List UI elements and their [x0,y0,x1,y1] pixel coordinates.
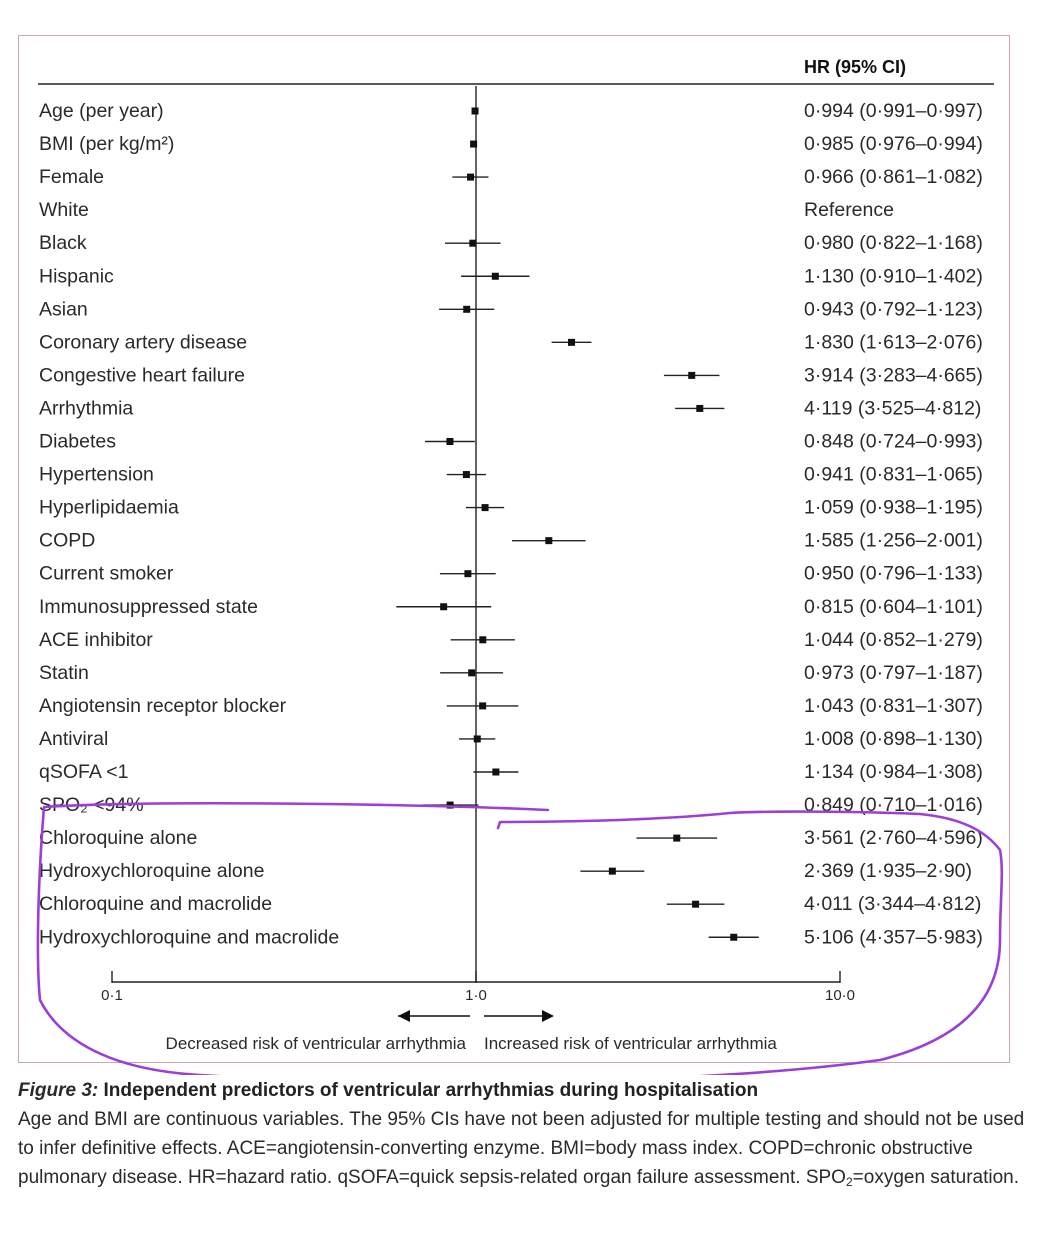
row-hr-ci: 1·585 (1·256–2·001) [804,530,983,552]
hr-point [446,801,454,809]
row-label: Hyperlipidaemia [39,497,179,519]
row-label: Current smoker [39,563,174,585]
row-hr-ci: 0·980 (0·822–1·168) [804,232,983,254]
x-tick-label: 0·1 [101,987,123,1004]
row-label: Arrhythmia [39,397,133,419]
row-hr-ci: 4·011 (3·344–4·812) [804,893,981,915]
row-hr-ci: 1·130 (0·910–1·402) [804,265,983,287]
hr-point [462,471,470,479]
right-arrow-label: Increased risk of ventricular arrhythmia [484,1034,777,1053]
row-label: COPD [39,530,95,552]
row-label: Female [39,166,104,188]
hr-point [545,537,553,545]
row-hr-ci: Reference [804,199,894,221]
row-label: Asian [39,298,88,320]
row-hr-ci: 1·043 (0·831–1·307) [804,695,983,717]
row-label: Antiviral [39,728,108,750]
row-label: White [39,199,89,221]
highlight-annotation [36,801,1004,1075]
row-hr-ci: 1·830 (1·613–2·076) [804,331,983,353]
row-hr-ci: 3·561 (2·760–4·596) [804,827,983,849]
figure-caption: Figure 3: Independent predictors of vent… [18,1076,1028,1197]
row-hr-ci: 0·943 (0·792–1·123) [804,298,983,320]
hr-point [673,834,681,842]
hr-point [463,305,471,313]
row-label: BMI (per kg/m²) [39,133,174,155]
x-tick-label: 10·0 [825,987,855,1004]
row-label: qSOFA <1 [39,761,128,783]
row-label: Chloroquine alone [39,827,197,849]
row-label: Congestive heart failure [39,364,245,386]
hr-point [568,338,576,346]
hr-point [469,239,477,247]
row-hr-ci: 0·849 (0·710–1·016) [804,794,983,816]
hr-point [468,669,476,677]
figure-frame [18,35,1010,1063]
row-hr-ci: 0·848 (0·724–0·993) [804,431,983,453]
row-label: Hispanic [39,265,114,287]
row-label: Hypertension [39,464,154,486]
left-arrow-icon [398,1010,410,1022]
hr-point [479,702,487,710]
hr-point [491,272,499,280]
row-label: Hydroxychloroquine alone [39,860,264,882]
caption-body: Age and BMI are continuous variables. Th… [18,1109,1025,1188]
row-label: Angiotensin receptor blocker [39,695,287,717]
row-label: Diabetes [39,431,116,453]
hr-point [479,636,487,644]
caption-label: Figure 3: [18,1080,99,1101]
row-label: Immunosuppressed state [39,596,258,618]
hr-point [481,504,489,512]
row-hr-ci: 1·059 (0·938–1·195) [804,497,983,519]
row-label: Statin [39,662,89,684]
left-arrow-label: Decreased risk of ventricular arrhythmia [166,1034,467,1053]
row-label: Age (per year) [39,100,164,122]
hr-point [730,933,738,941]
hr-point [440,603,448,611]
row-hr-ci: 3·914 (3·283–4·665) [804,364,983,386]
row-hr-ci: 0·815 (0·604–1·101) [804,596,983,618]
row-label: Hydroxychloroquine and macrolide [39,926,339,948]
hr-point [696,404,704,412]
row-hr-ci: 1·134 (0·984–1·308) [804,761,983,783]
row-hr-ci: 1·044 (0·852–1·279) [804,629,983,651]
hr-point [471,107,479,115]
row-label: Chloroquine and macrolide [39,893,272,915]
caption-title: Independent predictors of ventricular ar… [98,1080,759,1101]
hr-point [608,867,616,875]
caption-subscript: 2 [845,1175,853,1189]
forest-plot: HR (95% CI) Age (per year) 0·994 (0·991–0·… [36,57,1004,1075]
hr-point [492,768,500,776]
hr-point [446,438,454,445]
row-hr-ci: 0·941 (0·831–1·065) [804,464,983,486]
row-hr-ci: 0·985 (0·976–0·994) [804,133,983,155]
row-hr-ci: 0·973 (0·797–1·187) [804,662,983,684]
row-label: Coronary artery disease [39,331,247,353]
hr-point [688,371,696,379]
row-hr-ci: 4·119 (3·525–4·812) [804,397,981,419]
hr-point [470,140,478,148]
caption-body-end: =oxygen saturation. [852,1167,1020,1188]
row-hr-ci: 5·106 (4·357–5·983) [804,926,983,948]
hr-point [473,735,481,743]
row-label: Black [39,232,87,254]
hr-column-header: HR (95% CI) [804,57,906,77]
right-arrow-icon [542,1010,554,1022]
row-hr-ci: 0·950 (0·796–1·133) [804,563,983,585]
row-hr-ci: 0·966 (0·861–1·082) [804,166,983,188]
hr-point [464,570,472,578]
row-hr-ci: 2·369 (1·935–2·90) [804,860,972,882]
row-hr-ci: 0·994 (0·991–0·997) [804,100,983,122]
hr-point [467,173,475,181]
row-hr-ci: 1·008 (0·898–1·130) [804,728,983,750]
row-label: ACE inhibitor [39,629,153,651]
x-tick-label: 1·0 [465,987,487,1004]
hr-point [692,900,700,908]
